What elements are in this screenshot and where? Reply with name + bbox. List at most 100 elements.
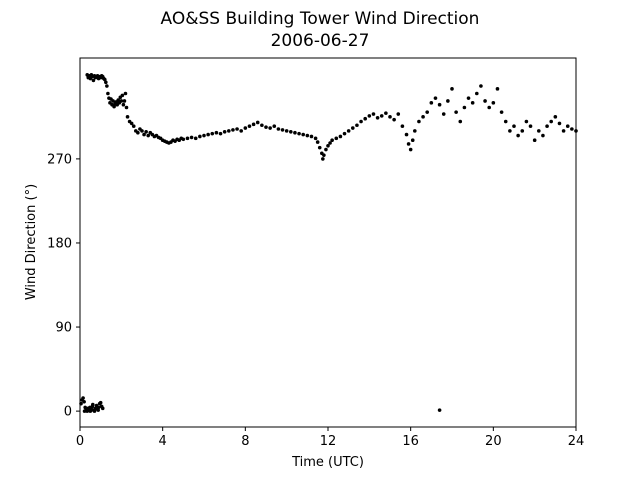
data-point: [565, 124, 570, 128]
data-point: [371, 112, 376, 116]
data-point: [516, 133, 520, 138]
data-point: [210, 131, 215, 136]
data-point: [528, 124, 533, 128]
data-point: [104, 80, 108, 85]
data-point: [553, 115, 558, 119]
data-point: [367, 114, 372, 118]
data-point: [276, 127, 281, 131]
data-point: [346, 129, 351, 133]
data-point: [112, 104, 116, 109]
data-point: [222, 130, 227, 134]
x-tick-label: 20: [485, 434, 502, 449]
data-point: [193, 136, 198, 141]
x-axis-ticks: 0 4 8 12 16 20 24: [76, 427, 584, 449]
data-point: [106, 91, 110, 96]
data-point: [433, 96, 438, 100]
data-point: [342, 131, 347, 136]
data-point: [142, 132, 146, 137]
data-point: [247, 124, 252, 128]
x-tick-label: 0: [76, 434, 84, 449]
data-point: [466, 96, 471, 100]
y-tick-label: 270: [47, 152, 72, 167]
data-point: [483, 99, 487, 103]
plot-frame: [79, 57, 577, 428]
data-point: [98, 400, 103, 405]
data-point: [105, 84, 109, 88]
data-point: [185, 136, 190, 141]
x-tick-label: 12: [320, 434, 337, 449]
data-point: [524, 119, 529, 124]
data-point: [503, 119, 508, 124]
data-point: [334, 136, 339, 141]
y-axis-ticks: 0 90 180 270: [47, 152, 80, 420]
data-point: [189, 135, 194, 140]
data-point: [243, 126, 248, 130]
data-point: [120, 93, 125, 98]
data-point: [96, 405, 101, 410]
chart-subtitle: 2006-06-27: [271, 31, 370, 51]
data-point: [570, 127, 574, 131]
x-tick-label: 8: [241, 434, 249, 449]
data-point: [272, 124, 277, 128]
data-point: [317, 145, 322, 150]
data-point: [326, 144, 330, 148]
data-point: [541, 133, 545, 138]
data-point: [545, 124, 549, 128]
data-point: [280, 128, 285, 132]
data-point: [322, 153, 326, 157]
data-point: [119, 99, 124, 103]
data-point: [429, 101, 434, 105]
data-point: [264, 125, 268, 129]
data-point: [437, 102, 442, 107]
data-point: [375, 115, 380, 120]
data-point: [81, 396, 85, 400]
data-point: [122, 99, 127, 103]
data-point: [557, 121, 562, 126]
data-point: [441, 112, 446, 116]
data-point: [328, 141, 332, 145]
x-tick-label: 4: [159, 434, 167, 449]
data-point: [379, 114, 384, 118]
data-point: [181, 137, 186, 142]
data-point: [561, 129, 566, 133]
data-point: [146, 133, 150, 138]
data-point: [121, 102, 126, 107]
data-point: [82, 399, 86, 404]
data-point: [408, 147, 413, 152]
data-point: [400, 124, 405, 128]
data-point: [268, 126, 272, 130]
data-point: [454, 110, 458, 114]
data-point: [92, 409, 97, 413]
x-axis-label: Time (UTC): [291, 455, 364, 470]
data-point: [321, 157, 325, 161]
data-point: [315, 140, 320, 144]
data-point: [520, 129, 525, 133]
data-point: [410, 138, 415, 143]
data-point: [359, 119, 363, 124]
data-point: [417, 119, 421, 124]
data-point: [82, 409, 87, 413]
data-point: [470, 101, 475, 105]
chart-title: AO&SS Building Tower Wind Direction: [161, 9, 480, 29]
y-tick-label: 90: [55, 321, 72, 336]
data-point: [305, 133, 310, 138]
data-point: [88, 405, 92, 410]
data-point: [125, 115, 130, 119]
data-point: [508, 129, 512, 133]
data-point: [144, 130, 148, 134]
data-point: [289, 130, 293, 134]
data-point: [123, 91, 128, 96]
data-point: [330, 138, 334, 143]
data-point: [475, 91, 479, 96]
data-point: [284, 129, 289, 133]
data-point: [532, 138, 537, 143]
data-point: [227, 129, 231, 133]
data-point: [413, 129, 417, 133]
data-point: [103, 77, 107, 82]
data-point: [437, 408, 442, 412]
data-point: [131, 124, 136, 128]
data-point: [425, 110, 430, 114]
data-point: [512, 124, 516, 128]
data-point: [355, 123, 359, 128]
